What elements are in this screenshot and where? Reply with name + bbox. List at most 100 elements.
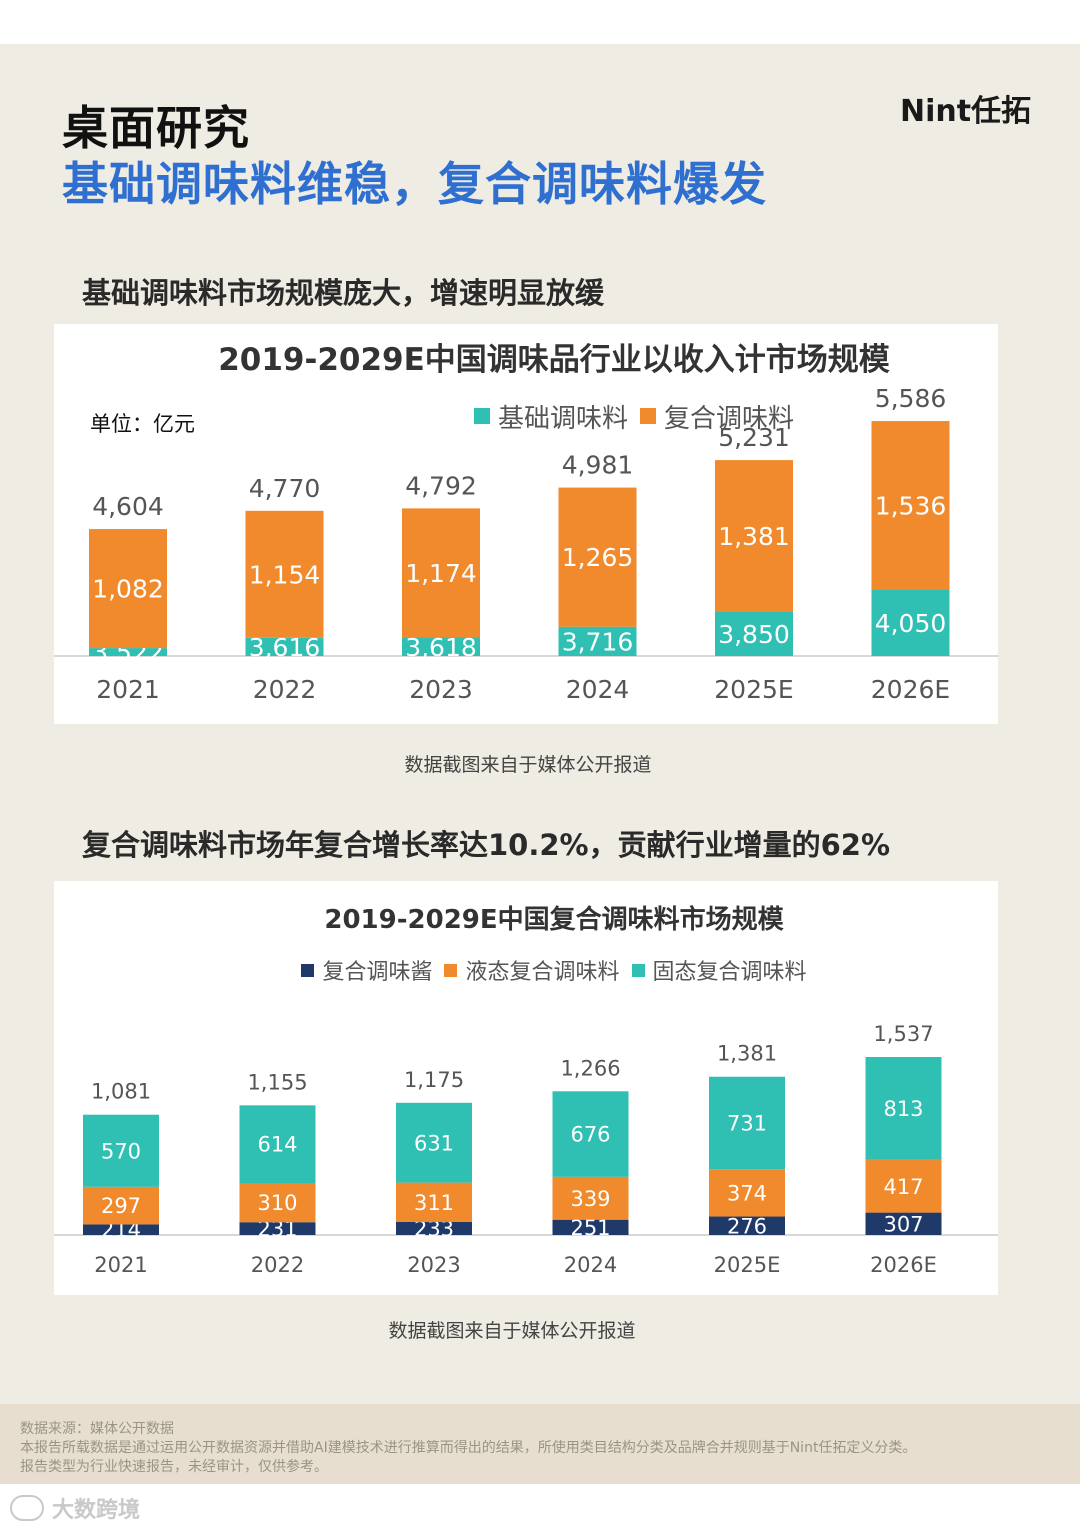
x-tick-label: 2026E — [870, 1253, 937, 1277]
chart1-plot: 3,5221,0824,60420213,6161,1544,77020223,… — [54, 384, 998, 704]
x-tick-label: 2021 — [94, 1253, 147, 1277]
total-label: 4,981 — [562, 451, 634, 480]
data-label: 3,850 — [718, 620, 790, 649]
chart2-caption: 数据截图来自于媒体公开报道 — [388, 1320, 636, 1342]
legend-label: 复合调味料 — [664, 403, 795, 434]
legend-label: 液态复合调味料 — [465, 960, 620, 985]
page-title: 桌面研究 — [62, 101, 250, 155]
x-tick-label: 2026E — [871, 675, 950, 704]
bar-segment — [396, 1221, 472, 1235]
legend-item-liquid: 液态复合调味料 — [444, 954, 620, 986]
section1-heading: 基础调味料市场规模庞大，增速明显放缓 — [82, 276, 605, 310]
legend-item-solid: 固态复合调味料 — [631, 954, 807, 986]
bar-segment — [709, 1216, 785, 1235]
legend-item-basic: 基础调味料 — [473, 398, 628, 435]
data-label: 631 — [414, 1131, 454, 1155]
data-label: 3,716 — [562, 627, 634, 656]
chart2-legend: 复合调味酱 液态复合调味料 固态复合调味料 — [154, 953, 954, 987]
bar-segment — [558, 626, 637, 656]
data-label: 570 — [101, 1139, 141, 1163]
data-label: 1,381 — [718, 522, 790, 551]
data-label: 1,082 — [92, 575, 164, 604]
total-label: 4,792 — [405, 471, 477, 500]
bar-segment — [865, 1057, 942, 1160]
watermark-text: 大数跨境 — [52, 1498, 141, 1523]
x-tick-label: 2023 — [407, 1253, 460, 1277]
footer-band — [0, 1404, 1080, 1484]
total-label: 4,604 — [92, 492, 164, 521]
data-label: 3,618 — [405, 633, 477, 662]
page-subtitle: 基础调味料维稳，复合调味料爆发 — [62, 157, 767, 211]
bar-segment — [558, 487, 637, 627]
chart1-panel: 2019-2029E中国调味品行业以收入计市场规模 单位：亿元 基础调味料 复合… — [54, 324, 998, 724]
total-label: 1,266 — [560, 1056, 620, 1080]
chart1-legend: 基础调味料 复合调味料 — [284, 398, 984, 434]
watermark-logo-icon — [10, 1495, 44, 1521]
chart1-title: 2019-2029E中国调味品行业以收入计市场规模 — [218, 342, 890, 378]
bar-segment — [865, 1159, 942, 1213]
bar-segment — [89, 529, 167, 649]
bar-segment — [552, 1091, 629, 1177]
legend-item-sauce: 复合调味酱 — [301, 954, 432, 986]
footer-disclaimer: 本报告所载数据是通过运用公开数据资源并借助AI建模技术进行推算而得出的结果，所使… — [20, 1440, 917, 1456]
bar-segment — [239, 1105, 316, 1184]
x-tick-label: 2023 — [409, 675, 473, 704]
data-label: 1,536 — [875, 492, 947, 521]
total-label: 1,081 — [91, 1080, 151, 1104]
x-tick-label: 2025E — [714, 1253, 781, 1277]
bar-segment — [715, 460, 793, 612]
bar-segment — [239, 1183, 316, 1223]
data-label: 374 — [727, 1181, 767, 1205]
bar-segment — [402, 508, 480, 638]
footer-source: 数据来源：媒体公开数据 — [20, 1421, 174, 1437]
total-label: 4,770 — [249, 474, 321, 503]
data-label: 311 — [414, 1191, 454, 1215]
bar-segment — [83, 1114, 159, 1187]
data-label: 276 — [727, 1214, 767, 1238]
total-label: 1,381 — [717, 1042, 777, 1066]
chart1-unit: 单位：亿元 — [90, 412, 195, 436]
total-label: 1,155 — [247, 1070, 307, 1094]
chart2-title: 2019-2029E中国复合调味料市场规模 — [324, 905, 784, 935]
bar-segment — [709, 1076, 785, 1170]
bar-segment — [83, 1186, 159, 1225]
x-tick-label: 2025E — [714, 675, 793, 704]
bar-segment — [89, 648, 167, 656]
x-tick-label: 2022 — [251, 1253, 304, 1277]
chart2-plot: 2142975701,08120212313106141,15520222333… — [54, 1022, 998, 1277]
watermark: 大数跨境 — [10, 1492, 140, 1524]
chart1-caption: 数据截图来自于媒体公开报道 — [404, 754, 652, 776]
x-tick-label: 2024 — [566, 675, 630, 704]
data-label: 1,265 — [562, 543, 634, 572]
bar-segment — [239, 1222, 316, 1235]
x-tick-label: 2024 — [564, 1253, 617, 1277]
data-label: 1,174 — [405, 559, 477, 588]
total-label: 5,231 — [718, 423, 790, 452]
total-label: 5,586 — [875, 384, 947, 413]
legend-label: 基础调味料 — [497, 403, 628, 434]
legend-label: 复合调味酱 — [322, 960, 433, 985]
legend-swatch-navy — [301, 963, 315, 977]
chart2-panel: 2019-2029E中国复合调味料市场规模 复合调味酱 液态复合调味料 固态复合… — [54, 881, 998, 1295]
bar-segment — [402, 637, 480, 656]
legend-swatch-teal — [473, 408, 490, 424]
bar-segment — [245, 510, 324, 638]
data-label: 1,154 — [249, 560, 321, 589]
data-label: 297 — [101, 1194, 141, 1218]
data-label: 339 — [570, 1187, 610, 1211]
data-label: 4,050 — [875, 609, 947, 638]
bar-segment — [709, 1169, 785, 1217]
bar-segment — [715, 612, 793, 656]
bar-segment — [552, 1176, 629, 1220]
x-tick-label: 2021 — [96, 675, 160, 704]
legend-swatch-teal — [631, 963, 645, 977]
bar-segment — [865, 1212, 942, 1235]
data-label: 307 — [883, 1212, 923, 1236]
bar-segment — [871, 421, 950, 590]
bar-segment — [871, 590, 950, 656]
bar-segment — [83, 1224, 159, 1235]
data-label: 614 — [257, 1133, 297, 1157]
legend-swatch-orange — [444, 963, 458, 977]
bar-segment — [552, 1219, 629, 1235]
total-label: 1,537 — [873, 1022, 933, 1046]
